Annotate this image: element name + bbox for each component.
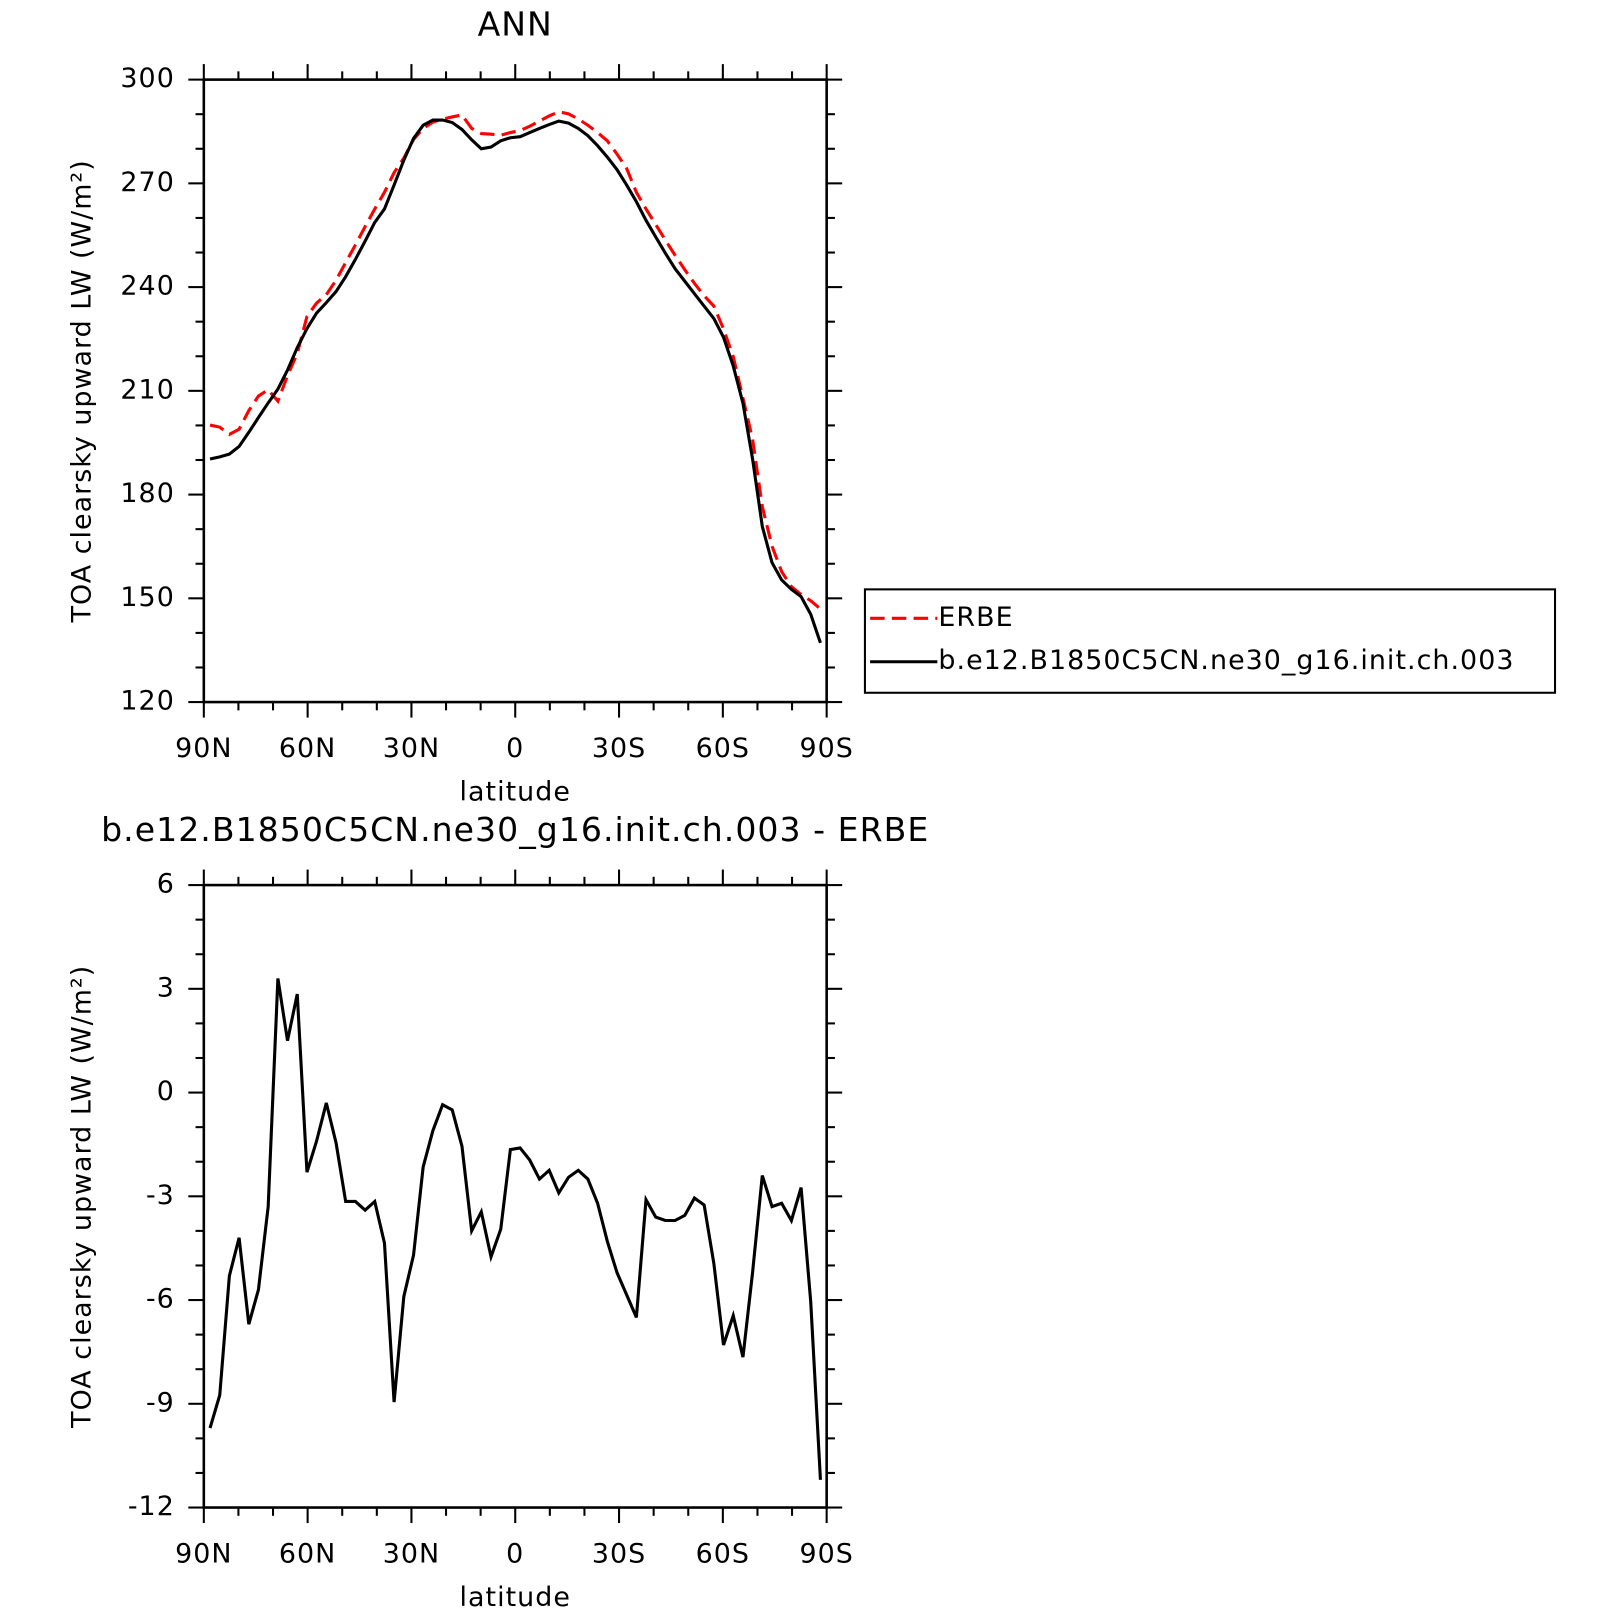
y-tick-label: -9 [146,1387,175,1418]
legend: ERBE b.e12.B1850C5CN.ne30_g16.init.ch.003 [863,588,1557,694]
y-tick-label: -12 [128,1491,175,1522]
x-tick-label: 90N [175,1539,232,1570]
y-tick-label: 3 [157,972,175,1003]
plot-frame [202,78,828,704]
chart-title: b.e12.B1850C5CN.ne30_g16.init.ch.003 - E… [101,810,929,849]
y-tick-label: 270 [120,167,174,198]
legend-label: ERBE [938,602,1013,633]
panel: ANN latitude TOA clearsky upward LW (W/m²)… [66,4,1557,808]
x-tick-label: 60N [279,1539,336,1570]
y-tick-label: -6 [146,1284,175,1315]
panel: b.e12.B1850C5CN.ne30_g16.init.ch.003 - E… [66,810,929,1613]
legend-box [863,588,1557,694]
y-tick-label: 120 [120,686,174,717]
x-tick-label: 30S [592,733,646,764]
chart-title: ANN [478,4,553,43]
x-tick-label: 60N [279,733,336,764]
y-axis-label: TOA clearsky upward LW (W/m²) [66,965,97,1429]
x-tick-label: 90N [175,733,232,764]
x-tick-label: 90S [799,1539,853,1570]
x-tick-label: 30N [383,1539,440,1570]
x-tick-label: 30N [383,733,440,764]
y-tick-label: -3 [146,1180,175,1211]
y-tick-label: 0 [157,1076,175,1107]
x-tick-label: 60S [696,1539,750,1570]
x-axis-label: latitude [460,1582,571,1613]
x-axis-label: latitude [460,777,571,808]
y-tick-label: 6 [157,869,175,900]
x-tick-label: 0 [506,1539,524,1570]
data-line [209,110,822,611]
y-tick-label: 150 [120,582,174,613]
x-tick-label: 90S [799,733,853,764]
y-axis-label: TOA clearsky upward LW (W/m²) [66,159,97,623]
legend-label: b.e12.B1850C5CN.ne30_g16.init.ch.003 [938,645,1514,676]
x-tick-label: 60S [696,733,750,764]
plot-frame [202,883,828,1509]
data-line [208,978,822,1480]
x-tick-label: 0 [506,733,524,764]
y-tick-label: 240 [120,271,174,302]
x-tick-label: 30S [592,1539,646,1570]
y-tick-label: 300 [120,63,174,94]
y-tick-label: 210 [120,374,174,405]
y-tick-label: 180 [120,478,174,509]
data-line [209,118,822,644]
